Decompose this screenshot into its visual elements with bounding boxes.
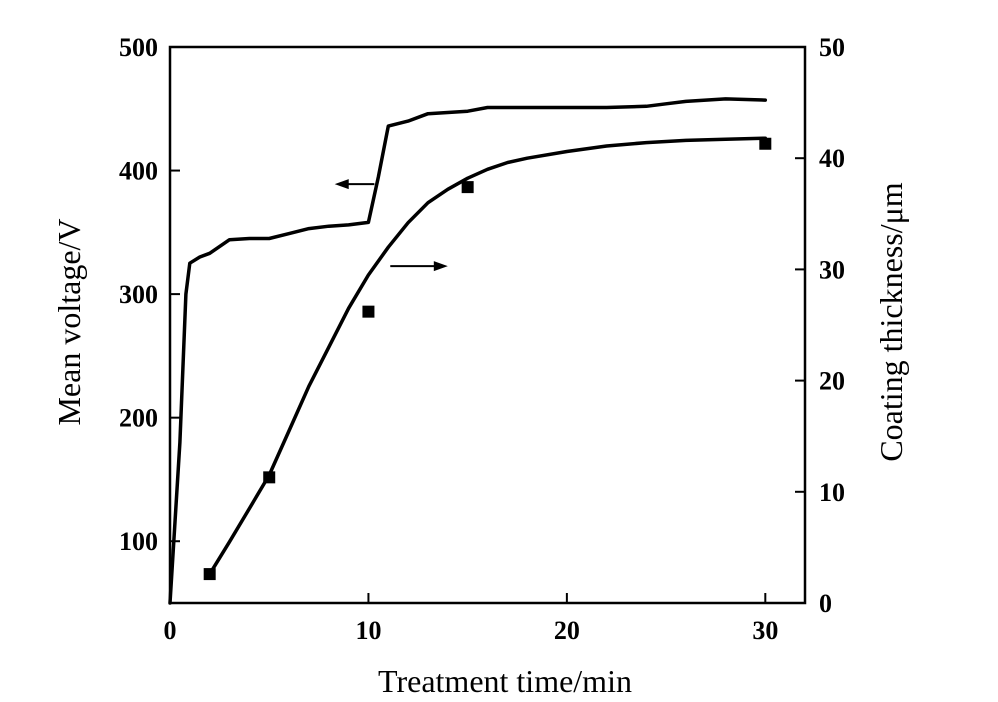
voltage-series-line <box>168 97 768 605</box>
x-tick-label: 10 <box>355 616 381 645</box>
thickness-data-point <box>461 181 474 194</box>
thickness-data-point <box>203 568 216 581</box>
thickness-data-point <box>759 137 772 150</box>
plot-frame <box>168 45 807 605</box>
right-y-tick-label: 10 <box>819 478 845 507</box>
left-axis-arrow-head <box>334 179 349 190</box>
left-y-tick-label: 500 <box>119 33 158 62</box>
left-y-tick-label: 300 <box>119 280 158 309</box>
right-y-tick-label: 20 <box>819 367 845 396</box>
left-y-tick-label: 100 <box>119 527 158 556</box>
right-y-tick-label: 30 <box>819 255 845 284</box>
right-axis-arrow-head <box>433 261 448 272</box>
thickness-data-point <box>263 471 276 484</box>
x-tick-label: 20 <box>554 616 580 645</box>
thickness-data-point <box>362 305 375 318</box>
thickness-series-line <box>207 136 768 576</box>
left-y-tick-label: 400 <box>119 157 158 186</box>
x-tick-label: 0 <box>164 616 177 645</box>
x-tick-label: 30 <box>752 616 778 645</box>
left-y-tick-label: 200 <box>119 404 158 433</box>
x-axis-ticks: 0 10 20 30 <box>164 593 778 645</box>
right-y-tick-label: 50 <box>819 33 845 62</box>
plot-border <box>168 45 807 605</box>
right-y-axis-ticks: 0 10 20 30 40 50 <box>795 33 845 618</box>
left-y-axis-ticks: 100 200 300 400 500 <box>119 33 180 556</box>
series-group <box>168 97 772 605</box>
axis-indicator-arrows <box>334 179 448 272</box>
right-y-tick-label: 40 <box>819 144 845 173</box>
x-axis-title: Treatment time/min <box>378 663 632 699</box>
right-y-tick-label: 0 <box>819 589 832 618</box>
right-y-axis-title: Coating thickness/μm <box>873 182 909 461</box>
left-y-axis-title: Mean voltage/V <box>51 218 87 425</box>
